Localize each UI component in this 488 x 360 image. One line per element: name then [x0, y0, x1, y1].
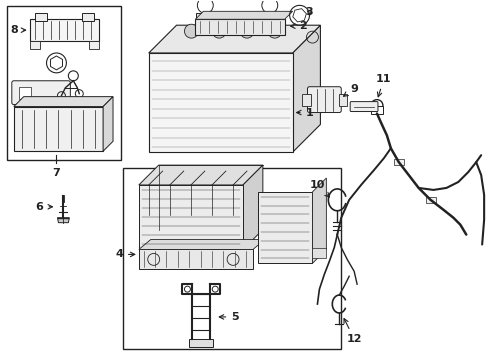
Circle shape	[184, 24, 198, 38]
Bar	[425, 197, 435, 203]
Text: 4: 4	[115, 249, 135, 260]
FancyBboxPatch shape	[349, 102, 377, 112]
Bar	[139, 185, 243, 249]
Text: 11: 11	[375, 74, 391, 97]
Bar	[35, 13, 46, 21]
Text: 9: 9	[343, 84, 357, 96]
Text: 12: 12	[344, 319, 361, 344]
Circle shape	[267, 24, 281, 38]
Bar	[14, 107, 103, 151]
Polygon shape	[243, 165, 263, 249]
Polygon shape	[14, 96, 113, 107]
Bar	[82, 13, 94, 21]
Bar	[301, 94, 311, 105]
Polygon shape	[148, 25, 320, 53]
Text: 5: 5	[219, 312, 239, 322]
Bar	[7, 6, 121, 160]
Bar	[370, 105, 382, 113]
Bar	[339, 94, 346, 105]
Text: 2: 2	[290, 21, 306, 31]
Bar	[19, 87, 31, 99]
Bar	[393, 159, 403, 165]
Polygon shape	[57, 218, 69, 223]
Text: 1: 1	[296, 108, 313, 117]
Bar	[196, 13, 214, 27]
Text: 6: 6	[36, 202, 52, 212]
Bar	[122, 168, 341, 349]
Text: 8: 8	[10, 25, 25, 35]
Bar	[30, 19, 99, 41]
Bar	[139, 249, 252, 269]
Bar	[257, 192, 312, 264]
Bar	[189, 339, 213, 347]
Circle shape	[212, 24, 225, 38]
Bar	[148, 53, 292, 152]
Polygon shape	[103, 96, 113, 151]
Text: 3: 3	[305, 7, 313, 17]
Polygon shape	[139, 239, 264, 249]
FancyBboxPatch shape	[12, 81, 70, 105]
Circle shape	[240, 24, 253, 38]
Polygon shape	[312, 178, 325, 264]
Bar	[30, 41, 40, 49]
Bar	[89, 41, 99, 49]
Polygon shape	[139, 165, 263, 185]
Bar	[260, 13, 278, 27]
FancyBboxPatch shape	[307, 87, 341, 113]
Bar	[195, 19, 284, 35]
Polygon shape	[195, 11, 292, 19]
Text: 10: 10	[309, 180, 329, 197]
Text: 7: 7	[53, 168, 60, 178]
Bar	[312, 248, 325, 258]
Polygon shape	[292, 25, 320, 152]
